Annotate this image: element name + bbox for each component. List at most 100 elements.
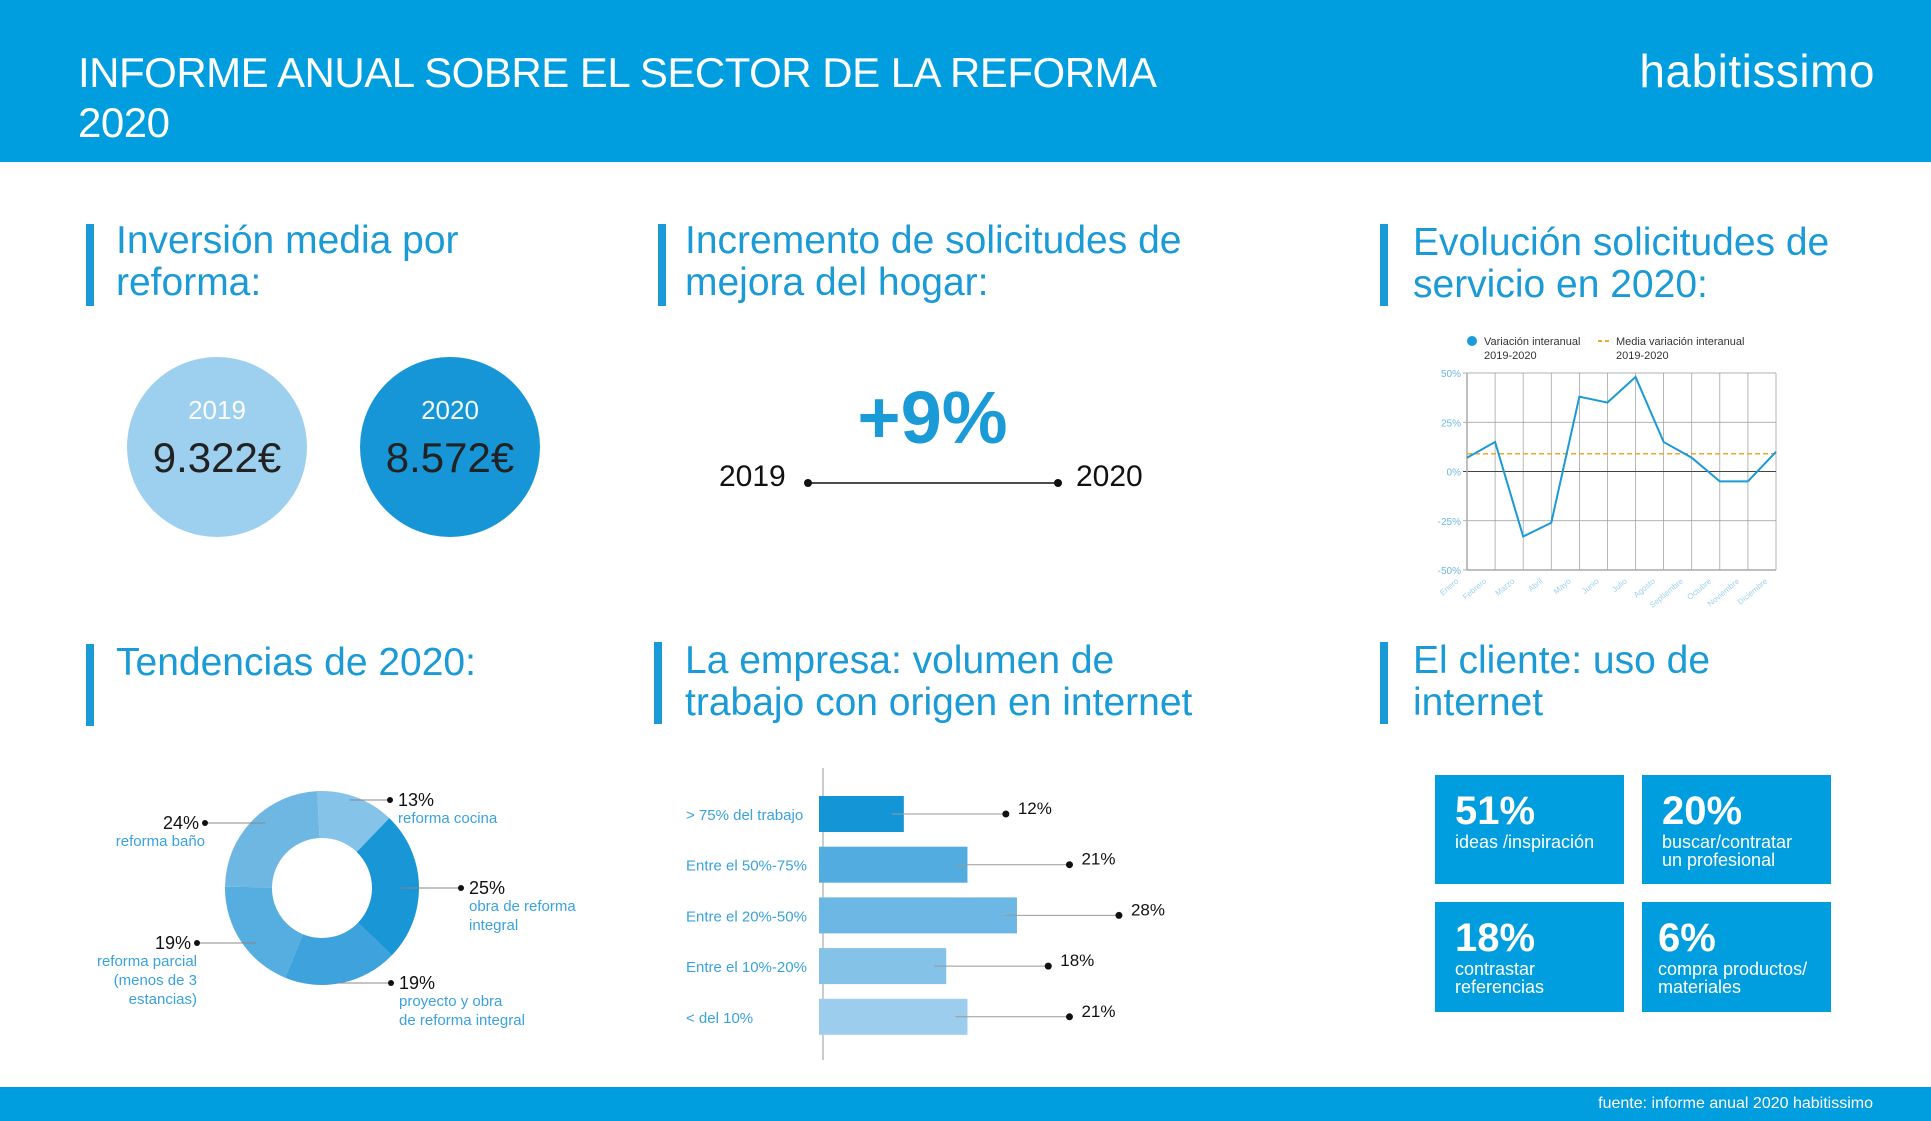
x-tick-label: Mayo	[1552, 576, 1573, 596]
bar-value-label: 28%	[1131, 900, 1165, 919]
leader-dot	[1065, 1013, 1073, 1021]
section-heading-empresa: La empresa: volumen de trabajo con orige…	[685, 640, 1192, 724]
stat-box: 51% ideas /inspiración	[1435, 775, 1624, 884]
bar-value-label: 21%	[1081, 1002, 1115, 1021]
slice-category-label: (menos de 3	[114, 972, 197, 989]
legend-label: 2019-2020	[1484, 350, 1537, 362]
source-note: fuente: informe anual 2020 habitissimo	[1598, 1095, 1873, 1112]
section-heading-tendencias: Tendencias de 2020:	[116, 641, 476, 684]
stat-label: referencias	[1455, 977, 1545, 997]
y-tick-label: 25%	[1441, 418, 1461, 429]
stat-value: 6%	[1658, 916, 1716, 960]
heading-line: Inversión media por	[116, 219, 459, 262]
heading-accent	[658, 224, 666, 306]
bar-value-label: 18%	[1060, 951, 1094, 970]
x-tick-label: Agosto	[1632, 576, 1657, 599]
leader-dot	[1044, 962, 1052, 970]
donut-slice	[224, 886, 303, 978]
x-tick-label: Enero	[1438, 576, 1461, 597]
bar-category-label: > 75% del trabajo	[686, 807, 803, 824]
section-heading-evolucion: Evolución solicitudes de servicio en 202…	[1413, 222, 1829, 306]
heading-line: Evolución solicitudes de	[1413, 221, 1830, 264]
slice-category-label: reforma cocina	[398, 810, 498, 827]
slice-value-label: 19%	[399, 973, 435, 993]
stat-label: materiales	[1658, 977, 1742, 997]
slice-category-label: de reforma integral	[399, 1012, 525, 1029]
legend-label: 2019-2020	[1616, 350, 1669, 362]
leader-dot	[202, 820, 208, 826]
title-line1: INFORME ANUAL SOBRE EL SECTOR DE LA REFO…	[78, 49, 1157, 96]
bar-category-label: Entre el 10%-20%	[686, 959, 807, 976]
x-tick-label: Marzo	[1494, 576, 1517, 598]
timeline-dot-end	[1054, 479, 1062, 487]
bar-value-label: 21%	[1081, 850, 1115, 869]
leader-dot	[194, 940, 200, 946]
footer: fuente: informe anual 2020 habitissimo	[0, 1087, 1931, 1121]
bar	[819, 998, 968, 1035]
heading-line: Incremento de solicitudes de	[685, 219, 1182, 262]
slice-category-label: reforma parcial	[97, 953, 197, 970]
stat-value: 20%	[1662, 789, 1743, 833]
bar-chart: > 75% del trabajo 12% Entre el 50%-75% 21% E…	[686, 768, 1165, 1060]
title-line2: 2020	[78, 99, 170, 146]
heading-line: reforma:	[116, 261, 262, 304]
bar-category-label: Entre el 50%-75%	[686, 858, 807, 875]
leader-dot	[1065, 861, 1073, 869]
donut-slice	[285, 922, 392, 985]
slice-category-label: estancias)	[129, 991, 197, 1008]
slice-category-label: reforma baño	[116, 833, 205, 850]
slice-value-label: 24%	[163, 813, 199, 833]
stat-label: ideas /inspiración	[1455, 832, 1595, 852]
y-tick-label: 0%	[1447, 468, 1462, 479]
leader-dot	[388, 980, 394, 986]
year-label: 2020	[421, 395, 479, 425]
stat-box: 18% contrastar referencias	[1435, 902, 1624, 1012]
leader-dot	[1115, 911, 1123, 919]
header: INFORME ANUAL SOBRE EL SECTOR DE LA REFO…	[0, 0, 1931, 162]
x-tick-label: Julio	[1610, 576, 1629, 594]
leader-dot	[1002, 810, 1010, 818]
slice-category-label: integral	[469, 917, 518, 934]
heading-line: trabajo con origen en internet	[685, 681, 1193, 724]
legend-marker	[1467, 336, 1477, 346]
line-chart: Variación interanual 2019-2020 Media varia…	[1438, 336, 1777, 610]
leader-dot	[458, 885, 464, 891]
x-tick-label: Junio	[1580, 576, 1601, 596]
bar-value-label: 12%	[1018, 799, 1052, 818]
y-tick-label: -50%	[1438, 566, 1461, 577]
stat-label: compra productos/	[1658, 959, 1808, 979]
heading-accent	[654, 642, 662, 724]
section-heading-inversion: Inversión media por reforma:	[116, 220, 459, 304]
donut-slice	[356, 818, 420, 956]
bar	[819, 796, 904, 832]
investment-value: 8.572€	[385, 434, 515, 481]
x-tick-label: Noviembre	[1706, 576, 1742, 608]
slice-value-label: 19%	[155, 933, 191, 953]
timeline-from: 2019	[719, 460, 786, 493]
bar	[819, 846, 968, 883]
heading-line: El cliente: uso de	[1413, 639, 1711, 682]
stat-box: 20% buscar/contratar un profesional	[1642, 775, 1831, 884]
bar	[819, 948, 947, 985]
logo: habitissimo	[1639, 45, 1875, 97]
heading-line: servicio en 2020:	[1413, 263, 1708, 306]
bar-category-label: < del 10%	[686, 1010, 753, 1027]
circle-2019: 2019 9.322€	[127, 357, 307, 537]
timeline-line	[804, 479, 1062, 487]
stat-value: 18%	[1455, 916, 1536, 960]
legend-label: Media variación interanual	[1616, 336, 1744, 348]
timeline-dot-start	[804, 479, 812, 487]
stat-label: buscar/contratar	[1662, 832, 1793, 852]
heading-accent	[86, 644, 94, 726]
heading-line: internet	[1413, 681, 1544, 724]
leader-dot	[387, 797, 393, 803]
investment-value: 9.322€	[152, 434, 282, 481]
circle-2020: 2020 8.572€	[360, 357, 540, 537]
page-title: INFORME ANUAL SOBRE EL SECTOR DE LA REFO…	[78, 48, 1157, 148]
stat-label: un profesional	[1662, 850, 1776, 870]
heading-accent	[1380, 642, 1388, 724]
heading-accent	[1380, 224, 1388, 306]
stat-label: contrastar	[1455, 959, 1536, 979]
stat-box: 6% compra productos/ materiales	[1642, 902, 1831, 1012]
x-tick-label: Febrero	[1461, 576, 1489, 601]
